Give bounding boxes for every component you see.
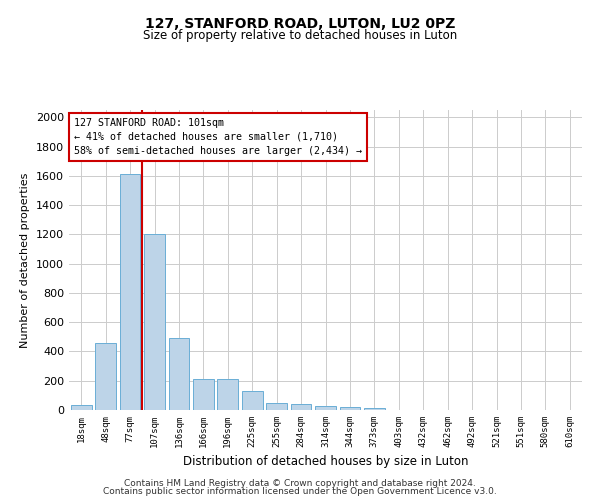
X-axis label: Distribution of detached houses by size in Luton: Distribution of detached houses by size …	[183, 456, 468, 468]
Bar	[315, 406, 336, 410]
Bar	[266, 402, 287, 410]
Bar	[217, 378, 238, 410]
Y-axis label: Number of detached properties: Number of detached properties	[20, 172, 31, 348]
Text: Contains public sector information licensed under the Open Government Licence v3: Contains public sector information licen…	[103, 488, 497, 496]
Text: 127, STANFORD ROAD, LUTON, LU2 0PZ: 127, STANFORD ROAD, LUTON, LU2 0PZ	[145, 18, 455, 32]
Bar	[340, 407, 361, 410]
Bar	[193, 378, 214, 410]
Bar	[95, 342, 116, 410]
Text: Size of property relative to detached houses in Luton: Size of property relative to detached ho…	[143, 29, 457, 42]
Text: 127 STANFORD ROAD: 101sqm
← 41% of detached houses are smaller (1,710)
58% of se: 127 STANFORD ROAD: 101sqm ← 41% of detac…	[74, 118, 362, 156]
Text: Contains HM Land Registry data © Crown copyright and database right 2024.: Contains HM Land Registry data © Crown c…	[124, 478, 476, 488]
Bar	[144, 234, 165, 410]
Bar	[71, 405, 92, 410]
Bar	[169, 338, 190, 410]
Bar	[242, 391, 263, 410]
Bar	[119, 174, 140, 410]
Bar	[290, 404, 311, 410]
Bar	[364, 408, 385, 410]
